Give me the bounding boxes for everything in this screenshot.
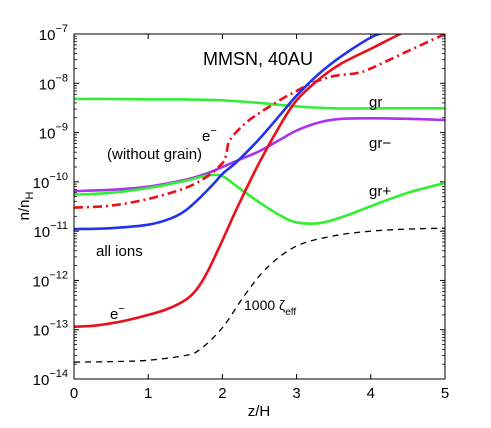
- series-line-e-: [74, 34, 403, 329]
- label-electron-symbol: e: [202, 128, 210, 145]
- label-zeta-subscript: eff: [285, 307, 296, 318]
- y-axis-label: n/nH: [16, 192, 36, 221]
- label-electron-without-grain: e−: [202, 125, 217, 145]
- label-without-grain: (without grain): [107, 146, 202, 163]
- y-tick-label: 10−7: [39, 23, 68, 44]
- x-tick-label: 4: [367, 385, 375, 402]
- label-electron-superscript: −: [210, 125, 216, 137]
- label-zeta-main: 1000 ζ: [244, 297, 285, 313]
- y-tick-label: 10−9: [39, 122, 68, 143]
- series-line-all-ions: [74, 34, 384, 231]
- series-layer: [74, 34, 445, 363]
- y-axis-label-sub: H: [24, 192, 36, 200]
- x-tick-label: 1: [144, 385, 152, 402]
- label-gr-plus: gr+: [369, 183, 391, 200]
- x-axis-ticks: 0 1 2 3 4 5: [70, 34, 449, 402]
- y-axis-label-base: n/n: [16, 200, 33, 221]
- x-axis-label: z/H: [248, 403, 271, 420]
- x-tick-label: 2: [218, 385, 226, 402]
- y-tick-label: 10−8: [39, 72, 68, 93]
- series-line-e-without-grain-: [74, 34, 445, 209]
- y-tick-label: 10−11: [33, 220, 68, 241]
- series-line-gr: [74, 97, 445, 110]
- plot-frame: [73, 33, 446, 380]
- label-zeta-eff: 1000 ζeff: [244, 297, 296, 318]
- x-tick-label: 3: [292, 385, 300, 402]
- label-electron-symbol: e: [110, 306, 118, 323]
- x-tick-label: 0: [70, 385, 78, 402]
- chart-title: MMSN, 40AU: [203, 49, 313, 69]
- label-gr: gr: [369, 94, 382, 111]
- label-all-ions: all ions: [96, 243, 143, 260]
- label-electron: e−: [110, 303, 125, 323]
- y-tick-label: 10−13: [33, 319, 68, 340]
- y-tick-label: 10−12: [33, 269, 68, 290]
- x-tick-label: 5: [441, 385, 449, 402]
- y-tick-label: 10−10: [33, 171, 68, 192]
- label-gr-minus: gr−: [369, 135, 391, 152]
- series-line-gr-: [74, 173, 445, 225]
- series-line-1000-zeta-eff: [74, 227, 445, 363]
- y-tick-label: 10−14: [33, 368, 68, 389]
- label-electron-superscript: −: [118, 303, 124, 315]
